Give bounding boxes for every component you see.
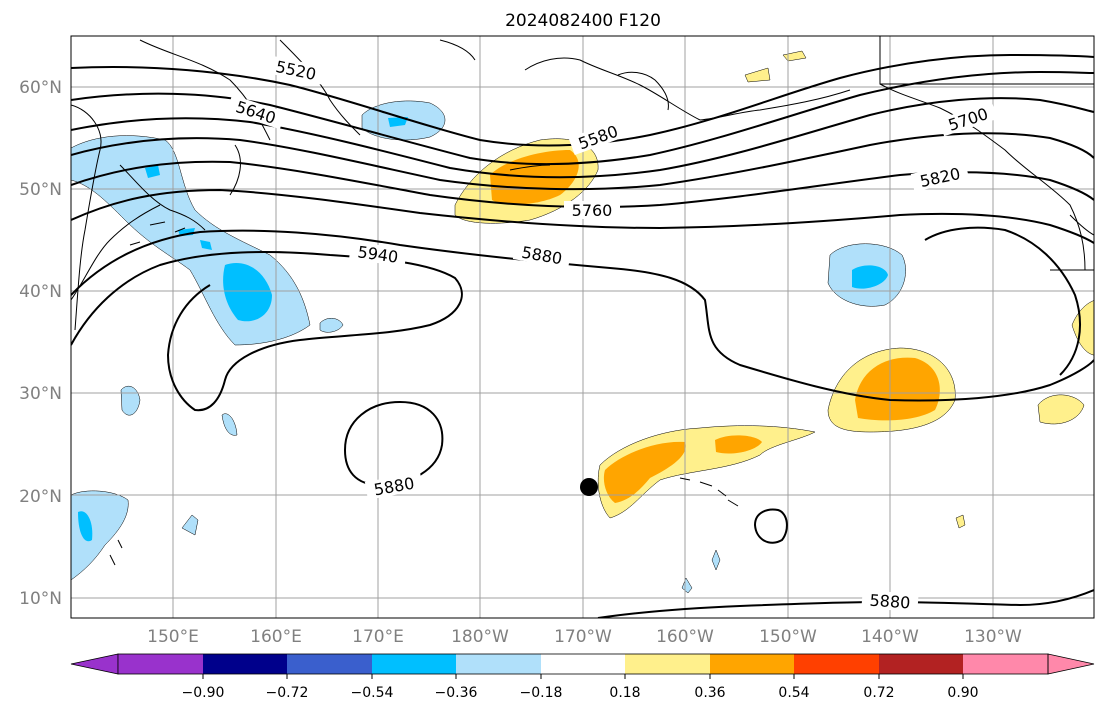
height-contours: [71, 53, 1094, 618]
colorbar-segment: [879, 654, 963, 674]
colorbar-tick-label: −0.72: [266, 685, 309, 701]
longitude-labels: 150°E 160°E 170°E 180°W 170°W 160°W 150°…: [147, 627, 1022, 647]
contour-label: 5880: [869, 591, 911, 613]
colorbar-segment: [625, 654, 710, 674]
positive-anomaly-core: [603, 441, 686, 503]
positive-anomaly-area: [782, 50, 807, 62]
positive-anomaly-area: [955, 514, 966, 529]
negative-anomaly-area: [221, 413, 238, 436]
negative-anomaly-core: [78, 511, 93, 542]
negative-anomaly-core: [223, 263, 272, 322]
lon-label: 160°W: [656, 627, 714, 647]
contour-label: 5760: [572, 201, 613, 220]
positive-anomaly-area: [744, 67, 771, 83]
negative-anomaly-core: [145, 165, 160, 178]
lon-label: 170°W: [554, 627, 612, 647]
colorbar-tick-label: −0.90: [182, 685, 225, 701]
lat-label: 40°N: [19, 282, 62, 302]
plot-area: 5520 5640 5580 5700 5760 5820 5940 5880 …: [71, 36, 1094, 618]
lon-label: 130°W: [964, 627, 1022, 647]
positive-anomaly-area: [1037, 394, 1085, 425]
lat-label: 20°N: [19, 487, 62, 507]
colorbar-tick-label: 0.72: [863, 685, 894, 701]
colorbar-max-extension: [1047, 653, 1095, 675]
colorbar-segment: [372, 654, 456, 674]
lat-label: 10°N: [19, 589, 62, 609]
colorbar-ticks: [202, 674, 964, 679]
colorbar-segment: [710, 654, 794, 674]
lon-label: 150°W: [759, 627, 817, 647]
colorbar-tick-label: 0.54: [778, 685, 809, 701]
colorbar-min-extension: [70, 653, 119, 675]
contour-label: 5520: [274, 57, 318, 84]
colorbar-segment: [118, 654, 203, 674]
lat-label: 60°N: [19, 78, 62, 98]
lat-label: 30°N: [19, 384, 62, 404]
location-marker: [580, 478, 598, 496]
contour-label: 5820: [918, 164, 962, 191]
lat-label: 50°N: [19, 180, 62, 200]
negative-anomaly-area: [181, 514, 199, 536]
negative-anomaly-area: [681, 577, 693, 594]
negative-anomaly-area: [319, 318, 344, 333]
colorbar-tick-label: −0.36: [435, 685, 478, 701]
colorbar-segment: [203, 654, 287, 674]
lon-label: 140°W: [861, 627, 919, 647]
colorbar-tick-label: 0.18: [609, 685, 640, 701]
lon-label: 160°E: [250, 627, 302, 647]
contour-label: 5880: [520, 243, 563, 269]
colorbar-frame: [117, 653, 1049, 675]
colorbar-tick-label: 0.90: [947, 685, 978, 701]
colorbar-segment: [287, 654, 372, 674]
positive-anomaly-core: [715, 435, 762, 454]
colorbar-tick-label: 0.36: [694, 685, 725, 701]
contour-label: 5880: [372, 474, 415, 500]
negative-anomaly-area: [711, 549, 721, 571]
contour-labels: 5520 5640 5580 5700 5760 5820 5940 5880 …: [226, 55, 998, 613]
negative-anomaly-area: [120, 385, 141, 416]
negative-anomaly-area: [71, 490, 129, 581]
negative-anomaly-core: [200, 240, 212, 250]
lon-label: 180°W: [451, 627, 509, 647]
lon-label: 150°E: [147, 627, 199, 647]
map-title: 2024082400 F120: [505, 11, 661, 31]
colorbar-segment: [963, 654, 1048, 674]
plot-frame: [70, 35, 1095, 619]
colorbar-segment: [456, 654, 541, 674]
contour-label: 5700: [946, 104, 991, 135]
colorbar-segment: [541, 654, 625, 674]
negative-anomaly-core: [852, 265, 888, 289]
colorbar-tick-label: −0.54: [351, 685, 394, 701]
latitude-labels: 10°N 20°N 30°N 40°N 50°N 60°N: [19, 78, 62, 609]
contour-label: 5940: [356, 242, 399, 266]
colorbar-tick-label: −0.18: [520, 685, 563, 701]
lon-label: 170°E: [352, 627, 404, 647]
negative-anomaly-core: [388, 117, 408, 127]
positive-anomaly-core: [855, 357, 940, 421]
colorbar-segment: [794, 654, 879, 674]
colorbar: −0.90 −0.72 −0.54 −0.36 −0.18 0.18 0.36 …: [70, 653, 1095, 701]
